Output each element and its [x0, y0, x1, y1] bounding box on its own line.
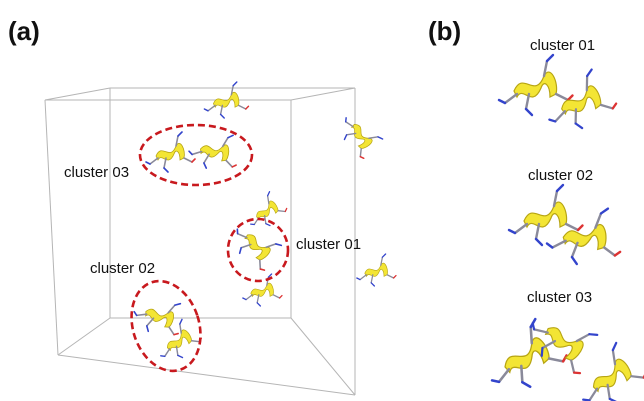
- cluster-label: cluster 02: [528, 167, 593, 184]
- cluster-ellipse: [228, 219, 288, 281]
- cluster-label: cluster 03: [64, 164, 129, 181]
- cluster-label: cluster 01: [530, 37, 595, 54]
- panel-label: (a): [8, 16, 40, 46]
- cluster-label: cluster 02: [90, 260, 155, 277]
- figure: (a) (b) cluster 03 cluster 01 cluster 02…: [0, 0, 644, 401]
- peptides-a: [129, 82, 396, 364]
- cluster-label: cluster 01: [296, 236, 361, 253]
- peptides-b: [480, 55, 644, 401]
- cluster-label: cluster 03: [527, 289, 592, 306]
- panel-label: (b): [428, 16, 461, 46]
